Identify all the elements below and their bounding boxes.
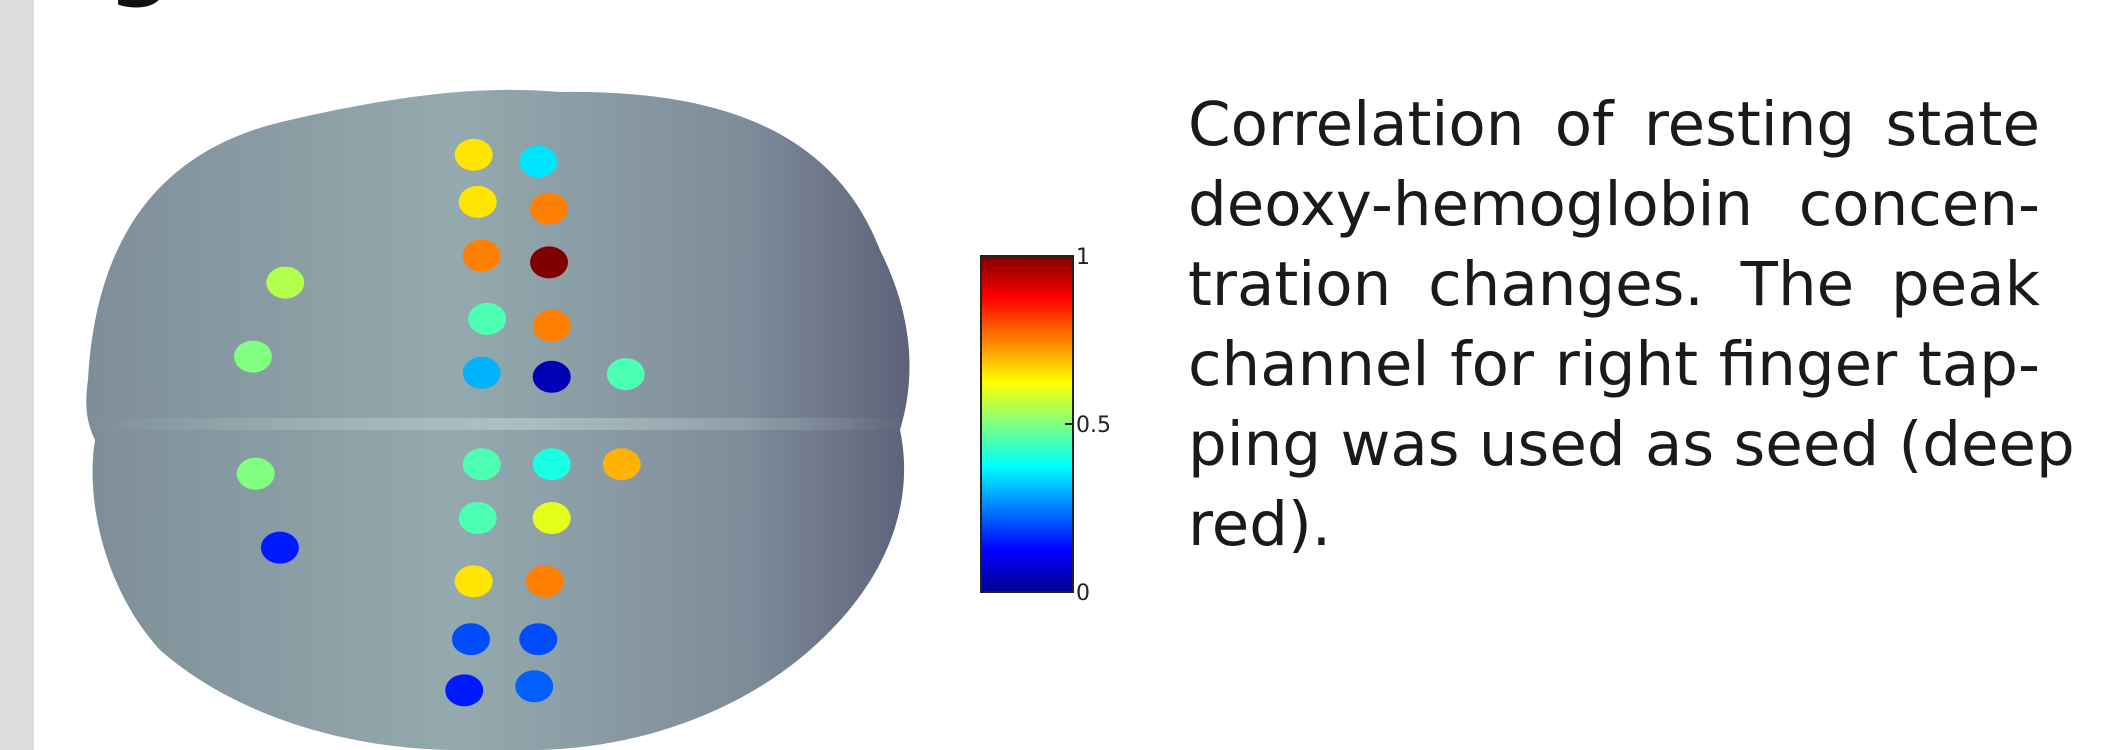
channel-dot	[463, 240, 501, 272]
channel-dot	[445, 674, 483, 706]
channel-dot	[519, 145, 557, 177]
channel-dot	[261, 532, 299, 564]
colorbar-tick-label: 0.5	[1076, 413, 1111, 438]
channel-dot	[455, 565, 493, 597]
caption-line: deoxy-hemoglobin concen-	[1188, 165, 2040, 245]
channel-dot	[455, 139, 493, 171]
caption-line: red).	[1188, 485, 2040, 565]
channel-dot	[530, 193, 568, 225]
channel-dot	[603, 448, 641, 480]
channel-dot	[234, 341, 272, 373]
channel-dot	[530, 246, 568, 278]
colorbar-tick-label: 0	[1076, 581, 1090, 606]
caption-line: tration changes. The peak	[1188, 245, 2040, 325]
caption-line: Correlation of resting state	[1188, 85, 2040, 165]
caption-line: channel for right finger tap-	[1188, 325, 2040, 405]
channel-dot	[459, 502, 497, 534]
figure: g 0 0.5 1	[0, 0, 1180, 750]
colorbar-tick-label: 1	[1076, 245, 1090, 270]
channel-dot	[237, 458, 275, 490]
channel-dot	[463, 448, 501, 480]
channel-dot	[533, 361, 571, 393]
channel-dot	[463, 357, 501, 389]
heading: g	[108, 0, 172, 10]
channel-dot	[515, 670, 553, 702]
channel-dot	[607, 358, 645, 390]
channel-dot	[533, 310, 571, 342]
channel-dot	[266, 267, 304, 299]
channel-dot	[519, 623, 557, 655]
channel-dot	[533, 502, 571, 534]
channel-dot	[452, 623, 490, 655]
channel-dot	[533, 448, 571, 480]
caption-line: ping was used as seed (deep	[1188, 405, 2040, 485]
colorbar	[981, 256, 1073, 592]
page: g 0 0.5 1 Correlation of resting statedeox…	[0, 0, 2110, 750]
channel-dot	[459, 186, 497, 218]
midline	[95, 418, 910, 430]
channel-dot	[468, 303, 506, 335]
channel-dot	[526, 565, 564, 597]
